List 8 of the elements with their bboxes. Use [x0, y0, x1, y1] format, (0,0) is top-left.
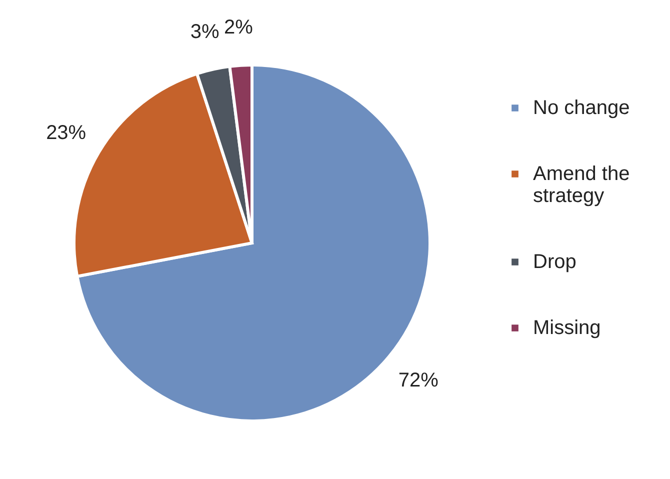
- legend-label: Drop: [533, 251, 576, 273]
- data-label: 3%: [190, 21, 220, 44]
- data-label: 72%: [398, 370, 439, 392]
- data-label: 23%: [46, 122, 86, 144]
- legend-label: Missing: [533, 317, 601, 339]
- legend-label: No change: [533, 97, 630, 119]
- legend-label: Amend the strategy: [533, 163, 630, 207]
- data-label: 2%: [224, 16, 254, 38]
